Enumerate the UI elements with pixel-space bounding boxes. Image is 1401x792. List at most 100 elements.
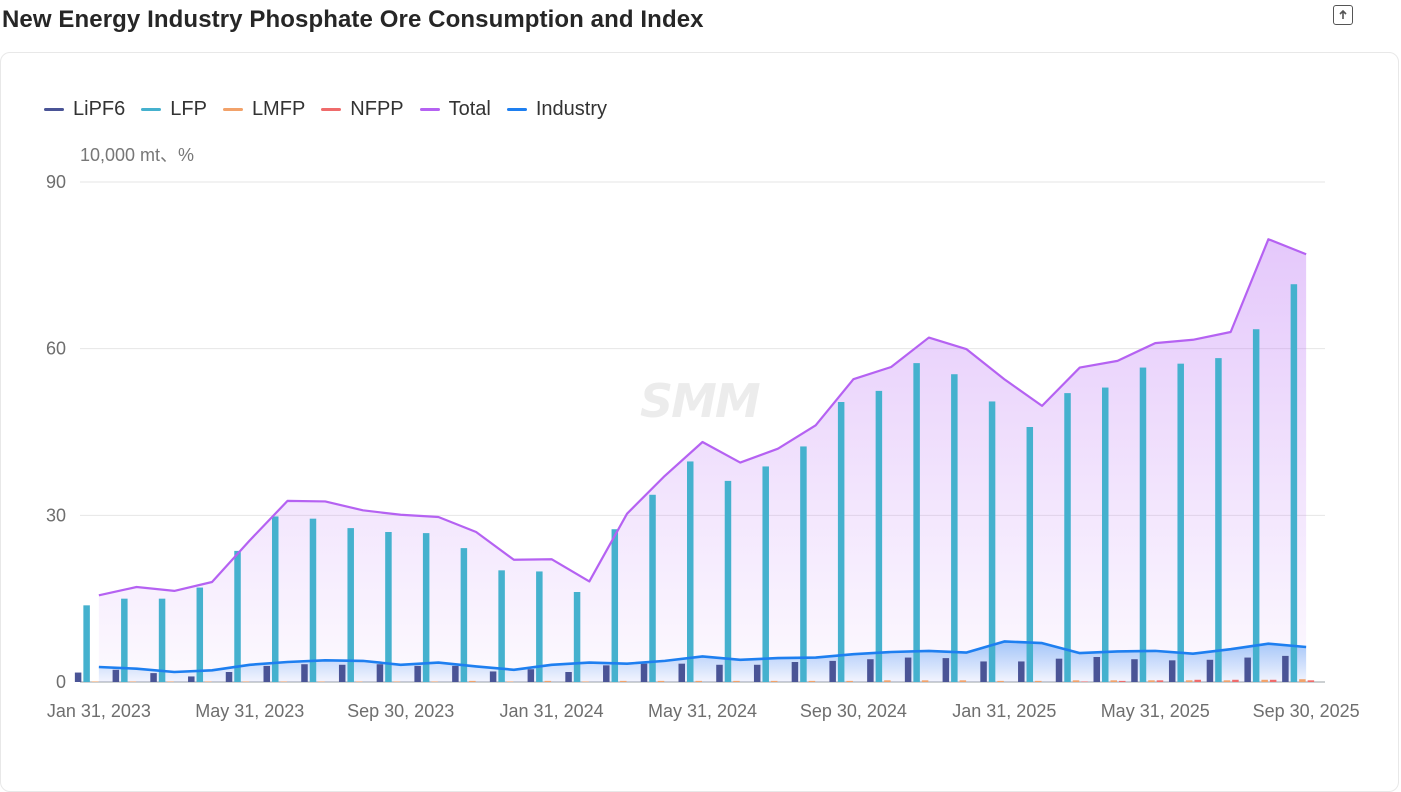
bar-lmfp xyxy=(91,681,99,682)
x-tick-label: Sep 30, 2024 xyxy=(800,701,907,721)
y-axis-unit-label: 10,000 mt、% xyxy=(80,145,195,165)
bar-lipf6 xyxy=(1018,661,1025,682)
bar-lmfp xyxy=(469,680,476,682)
bar-lfp xyxy=(800,446,807,682)
bar-lmfp xyxy=(959,680,967,682)
bar-lmfp xyxy=(808,680,816,682)
bar-lmfp xyxy=(205,681,212,682)
bar-lmfp xyxy=(1185,680,1193,682)
bar-lipf6 xyxy=(225,672,233,682)
bar-lfp xyxy=(913,363,920,682)
bar-lipf6 xyxy=(301,664,308,682)
bar-lfp xyxy=(1064,393,1071,682)
bar-lfp xyxy=(687,461,694,682)
legend-label-total: Total xyxy=(448,98,491,120)
industry-series-area xyxy=(98,641,1307,682)
bar-lipf6 xyxy=(112,669,120,682)
bar-lmfp xyxy=(280,681,287,682)
bar-lipf6 xyxy=(188,676,195,682)
bar-lfp xyxy=(309,518,317,682)
bar-nfpp xyxy=(1307,680,1315,682)
bar-lipf6 xyxy=(376,664,384,682)
bar-lfp xyxy=(347,528,354,682)
bar-lmfp xyxy=(733,680,740,682)
bar-lfp xyxy=(385,532,392,682)
legend-item-lmfp[interactable]: LMFP xyxy=(222,98,306,121)
bar-lfp xyxy=(611,529,619,682)
bar-nfpp xyxy=(1081,681,1088,682)
bar-lfp xyxy=(724,480,732,682)
bar-lfp xyxy=(1177,363,1184,682)
bar-lfp xyxy=(837,402,845,682)
bar-lfp xyxy=(1102,387,1109,682)
legend-label-lfp: LFP xyxy=(170,98,207,120)
export-button[interactable] xyxy=(1333,5,1353,25)
bar-lmfp xyxy=(846,680,853,682)
bar-lfp xyxy=(988,401,996,682)
bar-lipf6 xyxy=(1282,655,1289,682)
bar-lfp xyxy=(1290,284,1298,682)
bar-lipf6 xyxy=(980,661,987,682)
bar-lfp xyxy=(498,570,505,682)
bar-lmfp xyxy=(1223,680,1231,682)
bar-lmfp xyxy=(997,680,1004,682)
bar-lipf6 xyxy=(1093,657,1100,682)
bar-nfpp xyxy=(1156,680,1164,682)
legend-item-total[interactable]: Total xyxy=(419,98,491,121)
bar-lipf6 xyxy=(829,660,836,682)
bar-lipf6 xyxy=(1206,659,1214,682)
bar-lipf6 xyxy=(1168,660,1176,682)
bar-lfp xyxy=(951,374,958,682)
bar-lmfp xyxy=(318,681,325,682)
bar-lipf6 xyxy=(1055,658,1063,682)
x-tick-label: May 31, 2023 xyxy=(195,701,304,721)
bar-lmfp xyxy=(620,680,627,682)
bar-lfp xyxy=(1026,427,1034,682)
industry-line xyxy=(98,640,1307,674)
bar-lmfp xyxy=(1110,680,1117,682)
legend-label-lipf6: LiPF6 xyxy=(73,98,126,120)
bar-lipf6 xyxy=(263,665,270,682)
bar-lipf6 xyxy=(565,672,572,682)
y-tick-label: 90 xyxy=(46,172,66,192)
bar-lmfp xyxy=(167,681,174,682)
bar-lipf6 xyxy=(1244,657,1251,682)
bar-lfp xyxy=(234,550,241,682)
x-tick-label: Sep 30, 2025 xyxy=(1253,701,1360,721)
legend-swatch-lfp xyxy=(141,108,162,111)
bar-lipf6 xyxy=(1131,659,1138,682)
legend-swatch-industry xyxy=(506,108,527,111)
x-tick-label: May 31, 2024 xyxy=(648,701,757,721)
x-tick-label: May 31, 2025 xyxy=(1101,701,1210,721)
bar-lmfp xyxy=(242,681,250,682)
bar-lipf6 xyxy=(753,664,761,682)
bar-lfp xyxy=(422,533,430,682)
x-tick-label: Sep 30, 2023 xyxy=(347,701,454,721)
legend-item-lipf6[interactable]: LiPF6 xyxy=(44,98,125,121)
bar-lmfp xyxy=(695,680,702,682)
bar-lipf6 xyxy=(338,664,346,682)
bar-lipf6 xyxy=(678,663,685,682)
legend-swatch-total xyxy=(419,108,440,111)
bar-nfpp xyxy=(1119,680,1126,682)
bar-lipf6 xyxy=(904,657,912,682)
legend-label-lmfp: LMFP xyxy=(251,98,306,120)
bar-lipf6 xyxy=(489,671,497,682)
bar-lfp xyxy=(196,587,204,682)
bar-lfp xyxy=(460,548,468,682)
legend-item-nfpp[interactable]: NFPP xyxy=(321,98,404,121)
legend-item-lfp[interactable]: LFP xyxy=(141,98,207,121)
bar-lmfp xyxy=(544,680,552,682)
legend-item-industry[interactable]: Industry xyxy=(506,98,607,121)
bar-lfp xyxy=(573,592,581,682)
bar-lmfp xyxy=(1072,680,1080,682)
bar-lmfp xyxy=(393,681,401,682)
x-tick-label: Jan 31, 2025 xyxy=(952,701,1056,721)
legend-label-nfpp: NFPP xyxy=(350,98,404,120)
bar-lfp xyxy=(1252,329,1260,682)
bar-lipf6 xyxy=(716,664,723,682)
bar-lipf6 xyxy=(74,672,82,682)
bar-lipf6 xyxy=(150,673,157,682)
bar-lmfp xyxy=(129,681,137,682)
bar-lfp xyxy=(536,571,543,682)
